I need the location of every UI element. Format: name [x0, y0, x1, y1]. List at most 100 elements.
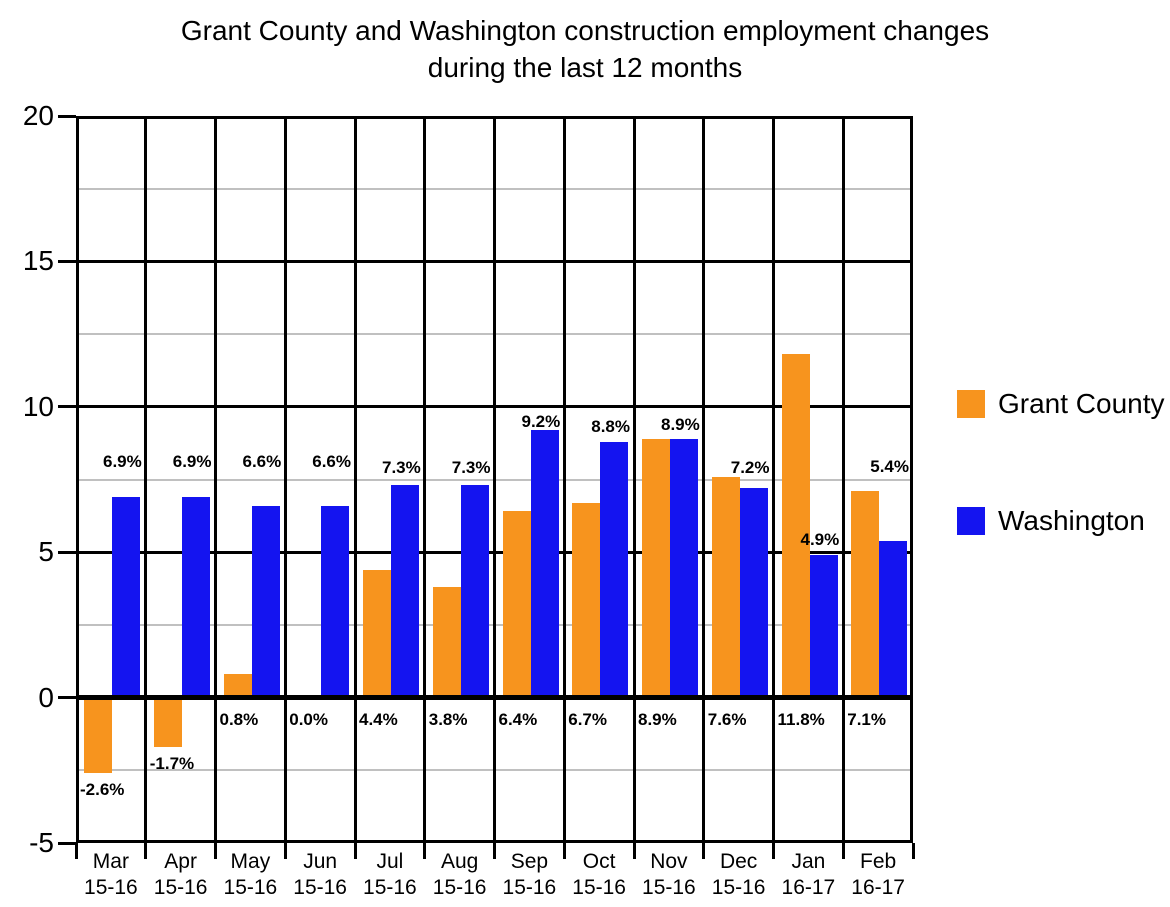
y-axis-tick — [58, 114, 76, 118]
x-axis-category-label: Jul 15-16 — [355, 849, 425, 901]
value-label-washington: 6.6% — [242, 452, 282, 471]
x-axis-category-label: Feb 16-17 — [843, 849, 913, 901]
legend-label-grant-county: Grant County — [998, 388, 1165, 419]
y-axis-tick — [58, 841, 76, 845]
value-label-grant-county: 8.9% — [638, 709, 677, 729]
category-years: 15-16 — [153, 876, 208, 899]
column-separator — [493, 116, 496, 843]
category-years: 15-16 — [432, 876, 487, 899]
zero-axis-line — [76, 695, 913, 701]
value-label-washington: 9.2% — [521, 412, 561, 431]
x-axis-tick — [214, 843, 217, 859]
x-axis-category-label: Nov 15-16 — [634, 849, 704, 901]
x-axis-tick — [144, 843, 148, 859]
x-axis-tick — [74, 843, 78, 859]
grant-county-swatch — [957, 390, 985, 418]
y-axis-label: 15 — [22, 245, 54, 277]
bar-washington — [879, 540, 908, 698]
bar-grant-county — [781, 354, 810, 698]
x-axis-tick — [353, 843, 357, 859]
bar-grant-county — [642, 438, 670, 698]
x-axis-category-label: May 15-16 — [216, 849, 286, 901]
category-month: Oct — [582, 850, 616, 873]
value-label-washington: 6.9% — [103, 452, 142, 471]
x-axis-category-label: Jan 16-17 — [774, 849, 844, 901]
value-label-washington: 7.3% — [451, 458, 491, 477]
category-years: 15-16 — [502, 876, 557, 899]
value-label-washington: 7.3% — [382, 458, 421, 477]
value-label-washington: 6.6% — [312, 452, 351, 471]
bar-grant-county — [153, 697, 182, 748]
category-month: Nov — [650, 850, 688, 873]
category-month: Jan — [791, 850, 826, 873]
category-month: Apr — [164, 850, 197, 873]
category-month: Mar — [92, 850, 129, 873]
y-axis-tick — [58, 696, 76, 700]
bar-grant-county — [84, 697, 112, 774]
value-label-grant-county: 7.1% — [847, 709, 886, 729]
category-years: 15-16 — [711, 876, 766, 899]
y-axis-label: 5 — [38, 536, 54, 568]
value-label-grant-county: 7.6% — [707, 709, 747, 729]
y-axis-line — [76, 116, 79, 843]
plot-border-bottom — [76, 840, 913, 843]
value-label-grant-county: 11.8% — [777, 709, 825, 729]
column-separator — [353, 116, 357, 843]
column-separator — [702, 116, 706, 843]
x-axis-tick — [702, 843, 706, 859]
y-axis-label: 0 — [38, 681, 54, 713]
value-label-grant-county: -2.6% — [80, 780, 125, 800]
x-axis-category-label: Oct 15-16 — [564, 849, 634, 901]
x-axis-category-label: Aug 15-16 — [425, 849, 495, 901]
category-years: 15-16 — [642, 876, 696, 899]
column-separator — [283, 116, 287, 843]
bar-grant-county — [223, 674, 252, 698]
bar-washington — [460, 485, 489, 698]
value-label-grant-county: 6.7% — [568, 709, 607, 729]
x-axis-tick — [493, 843, 496, 859]
category-month: Dec — [719, 850, 758, 873]
bar-grant-county — [851, 491, 880, 698]
value-label-grant-county: -1.7% — [149, 754, 195, 774]
bar-washington — [112, 496, 140, 698]
category-years: 15-16 — [572, 876, 626, 899]
x-axis-tick — [632, 843, 636, 859]
legend-item-washington: Washington — [957, 505, 1165, 537]
value-label-grant-county: 0.8% — [219, 709, 259, 729]
column-separator — [841, 116, 845, 843]
x-axis-tick — [841, 843, 845, 859]
column-separator — [214, 116, 217, 843]
x-axis-tick — [423, 843, 427, 859]
bar-washington — [670, 438, 698, 698]
x-axis-category-label: Apr 15-16 — [146, 849, 216, 901]
bar-washington — [600, 441, 629, 698]
column-separator — [423, 116, 427, 843]
x-axis-category-label: Dec 15-16 — [704, 849, 774, 901]
value-label-grant-county: 3.8% — [428, 709, 468, 729]
legend: Grant County Washington — [957, 388, 1165, 622]
bar-washington — [251, 505, 280, 698]
bar-grant-county — [711, 476, 740, 698]
bar-grant-county — [432, 587, 461, 698]
y-axis-tick — [58, 259, 76, 263]
value-label-washington: 6.9% — [172, 452, 212, 471]
legend-label-washington: Washington — [998, 505, 1145, 536]
category-month: Feb — [860, 850, 897, 873]
legend-item-grant-county: Grant County — [957, 388, 1165, 420]
value-label-grant-county: 6.4% — [498, 709, 538, 729]
value-label-washington: 5.4% — [870, 457, 909, 476]
plot-border-top — [76, 116, 913, 119]
x-axis-tick — [772, 843, 775, 859]
category-month: May — [230, 850, 271, 873]
category-years: 16-17 — [851, 876, 905, 899]
y-axis-tick — [58, 405, 76, 409]
category-month: Jun — [303, 850, 338, 873]
bar-grant-county — [363, 569, 391, 698]
column-separator — [562, 116, 566, 843]
value-label-washington: 8.8% — [591, 417, 630, 436]
value-label-washington: 8.9% — [661, 415, 700, 434]
y-axis-tick — [58, 550, 76, 554]
x-axis-category-label: Jun 15-16 — [285, 849, 355, 901]
category-month: Sep — [510, 850, 549, 873]
bar-washington — [739, 488, 768, 698]
